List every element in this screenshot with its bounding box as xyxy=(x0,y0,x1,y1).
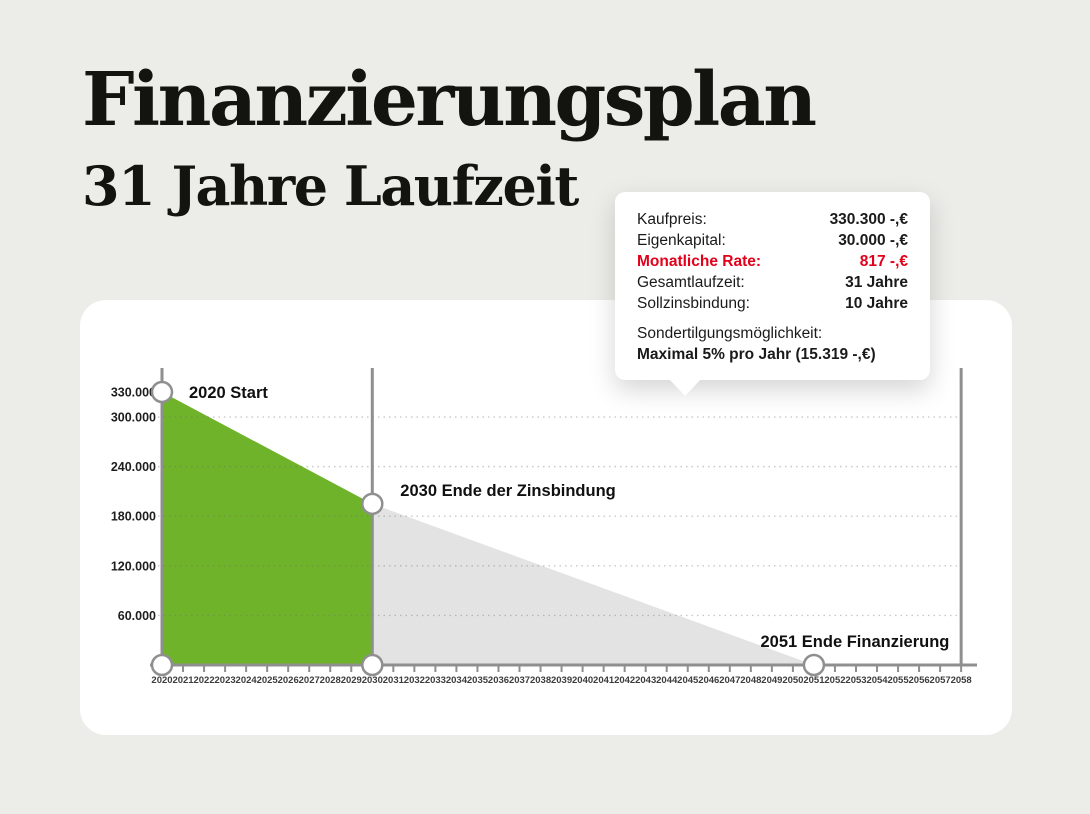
x-tick-label: 2058 xyxy=(951,675,972,686)
tooltip-row: Gesamtlaufzeit: 31 Jahre xyxy=(637,272,908,293)
x-tick-label: 2046 xyxy=(698,675,719,686)
chart-annotation: 2020 Start xyxy=(189,384,268,402)
x-tick-label: 2037 xyxy=(509,675,530,686)
x-tick-label: 2041 xyxy=(593,675,615,686)
data-point-marker xyxy=(150,653,174,677)
finance-summary-tooltip: Kaufpreis: 330.300 -,€ Eigenkapital: 30.000… xyxy=(615,192,930,396)
x-tick-label: 2023 xyxy=(215,675,236,686)
x-tick-label: 2044 xyxy=(656,675,678,686)
financing-chart: 2020 2021 2022 2023 2024 2025 2026 2027 2028 2029… xyxy=(111,368,977,686)
x-tick-label: 2056 xyxy=(909,675,930,686)
x-tick-label: 2045 xyxy=(677,675,699,686)
tooltip-row: Monatliche Rate: 817 -,€ xyxy=(637,251,908,272)
tooltip-note-label: Sondertilgungsmöglichkeit: xyxy=(637,325,823,342)
tooltip-row-label: Sollzinsbindung: xyxy=(637,295,750,312)
x-tick-label: 2020 xyxy=(151,675,172,686)
area-series xyxy=(162,392,373,665)
page-subtitle: 31 Jahre Laufzeit xyxy=(82,154,579,218)
x-tick-label: 2027 xyxy=(299,675,320,686)
y-tick-label: 60.000 xyxy=(118,609,156,623)
x-tick-label: 2053 xyxy=(845,675,866,686)
chart-annotation: 2030 Ende der Zinsbindung xyxy=(400,482,615,500)
x-tick-label: 2022 xyxy=(193,675,214,686)
tooltip-rows: Kaufpreis: 330.300 -,€ Eigenkapital: 30.000… xyxy=(637,209,908,314)
x-tick-label: 2047 xyxy=(719,675,740,686)
tooltip-row-label: Kaufpreis: xyxy=(637,211,707,228)
chart-annotation: 2051 Ende Finanzierung xyxy=(760,633,949,651)
tooltip-row-value: 330.300 -,€ xyxy=(829,211,908,228)
x-tick-label: 2039 xyxy=(551,675,572,686)
x-tick-label: 2051 xyxy=(803,675,825,686)
x-tick-label: 2049 xyxy=(761,675,782,686)
x-tick-label: 2031 xyxy=(383,675,405,686)
tooltip-row-value: 31 Jahre xyxy=(845,274,908,291)
tooltip-row: Kaufpreis: 330.300 -,€ xyxy=(637,209,908,230)
tooltip-row: Eigenkapital: 30.000 -,€ xyxy=(637,230,908,251)
tooltip-row-value: 817 -,€ xyxy=(859,253,908,270)
y-tick-label: 120.000 xyxy=(111,559,156,573)
y-tick-label: 240.000 xyxy=(111,460,156,474)
x-tick-label: 2043 xyxy=(635,675,656,686)
x-tick-label: 2026 xyxy=(278,675,299,686)
x-tick-label: 2048 xyxy=(740,675,761,686)
x-tick-label: 2057 xyxy=(930,675,951,686)
data-point-marker xyxy=(361,653,384,677)
x-tick-label: 2052 xyxy=(824,675,845,686)
tooltip-row: Sollzinsbindung: 10 Jahre xyxy=(637,293,908,314)
x-tick-label: 2055 xyxy=(887,675,909,686)
x-tick-label: 2038 xyxy=(530,675,551,686)
y-tick-label: 180.000 xyxy=(111,510,156,524)
x-tick-label: 2029 xyxy=(341,675,362,686)
tooltip-row-value: 10 Jahre xyxy=(845,295,908,312)
x-tick-label: 2036 xyxy=(488,675,509,686)
x-tick-label: 2054 xyxy=(866,675,888,686)
data-point-marker xyxy=(802,653,826,677)
tooltip-row-label: Gesamtlaufzeit: xyxy=(637,274,745,291)
tooltip-row-value: 30.000 -,€ xyxy=(838,232,908,249)
x-tick-label: 2050 xyxy=(782,675,803,686)
page-title: Finanzierungsplan xyxy=(82,57,817,143)
tooltip-note-value: Maximal 5% pro Jahr (15.319 -,€) xyxy=(637,346,876,363)
y-tick-label: 330.000 xyxy=(111,386,156,400)
tooltip-row-label: Monatliche Rate: xyxy=(637,253,762,270)
x-tick-label: 2025 xyxy=(257,675,279,686)
x-tick-label: 2030 xyxy=(362,675,383,686)
x-tick-label: 2032 xyxy=(404,675,425,686)
x-tick-label: 2035 xyxy=(467,675,489,686)
tooltip-row-label: Eigenkapital: xyxy=(637,232,726,249)
x-tick-label: 2021 xyxy=(172,675,194,686)
data-point-marker xyxy=(361,492,384,516)
x-tick-label: 2028 xyxy=(320,675,341,686)
x-tick-label: 2042 xyxy=(614,675,635,686)
x-tick-label: 2033 xyxy=(425,675,446,686)
tooltip-pointer-icon xyxy=(669,379,701,396)
x-tick-label: 2034 xyxy=(446,675,468,686)
tooltip-note: Sondertilgungsmöglichkeit: Maximal 5% pr… xyxy=(637,323,908,365)
data-point-marker xyxy=(150,380,174,404)
x-tick-label: 2024 xyxy=(236,675,258,686)
x-tick-label: 2040 xyxy=(572,675,593,686)
y-tick-label: 300.000 xyxy=(111,411,156,425)
area-series xyxy=(372,503,814,665)
